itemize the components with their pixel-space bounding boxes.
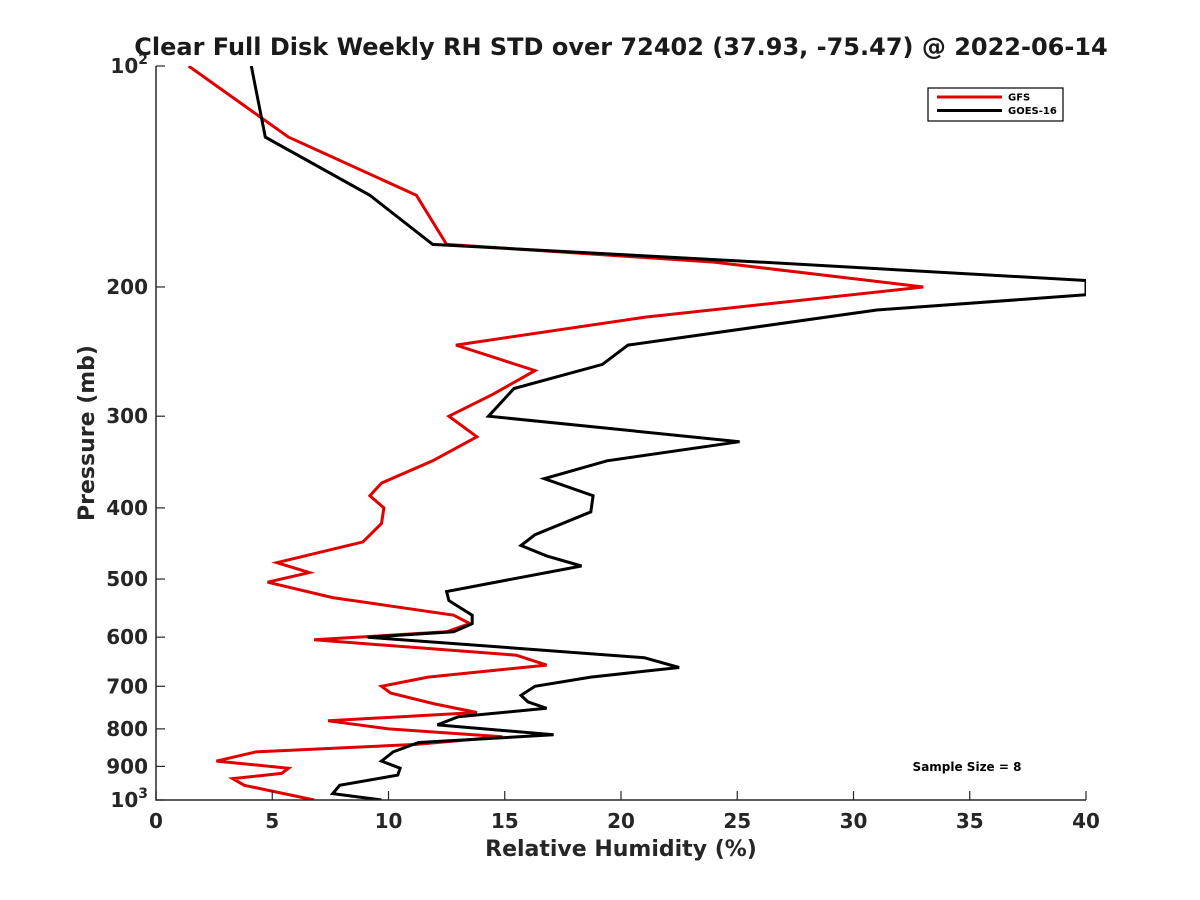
x-axis-label: Relative Humidity (%) — [485, 837, 757, 862]
series-line-goes-16 — [249, 66, 1086, 800]
x-tick-label: 5 — [265, 809, 279, 833]
x-tick-label: 35 — [956, 809, 984, 833]
y-axis-label: Pressure (mb) — [75, 345, 100, 521]
y-tick-label: 200 — [106, 275, 148, 299]
chart-title: Clear Full Disk Weekly RH STD over 72402… — [134, 33, 1107, 61]
y-tick-label: 102 — [110, 52, 148, 78]
y-axis-ticks: 102 200 300 400 500 600 700 800 900 103 — [106, 52, 165, 812]
y-tick-label: 300 — [106, 404, 148, 428]
y-tick-label: 800 — [106, 717, 148, 741]
plot-lines — [187, 66, 1086, 800]
y-tick-label: 600 — [106, 625, 148, 649]
legend-label: GFS — [1008, 93, 1030, 104]
y-tick-label: 900 — [106, 754, 148, 778]
legend-label: GOES-16 — [1008, 106, 1057, 117]
y-tick-label: 500 — [106, 567, 148, 591]
x-tick-label: 20 — [607, 809, 635, 833]
y-tick-label: 103 — [110, 786, 148, 812]
x-tick-label: 30 — [840, 809, 868, 833]
x-tick-label: 40 — [1072, 809, 1100, 833]
y-tick-label: 400 — [106, 496, 148, 520]
legend: GFS GOES-16 — [927, 87, 1064, 122]
x-tick-label: 0 — [149, 809, 163, 833]
x-tick-label: 10 — [375, 809, 403, 833]
y-tick-label: 700 — [106, 674, 148, 698]
x-axis-ticks: 0 5 10 15 20 25 30 35 40 — [149, 791, 1100, 833]
x-tick-label: 25 — [723, 809, 751, 833]
legend-box — [927, 87, 1064, 122]
x-tick-label: 15 — [491, 809, 519, 833]
sample-size-annotation: Sample Size = 8 — [913, 760, 1022, 774]
